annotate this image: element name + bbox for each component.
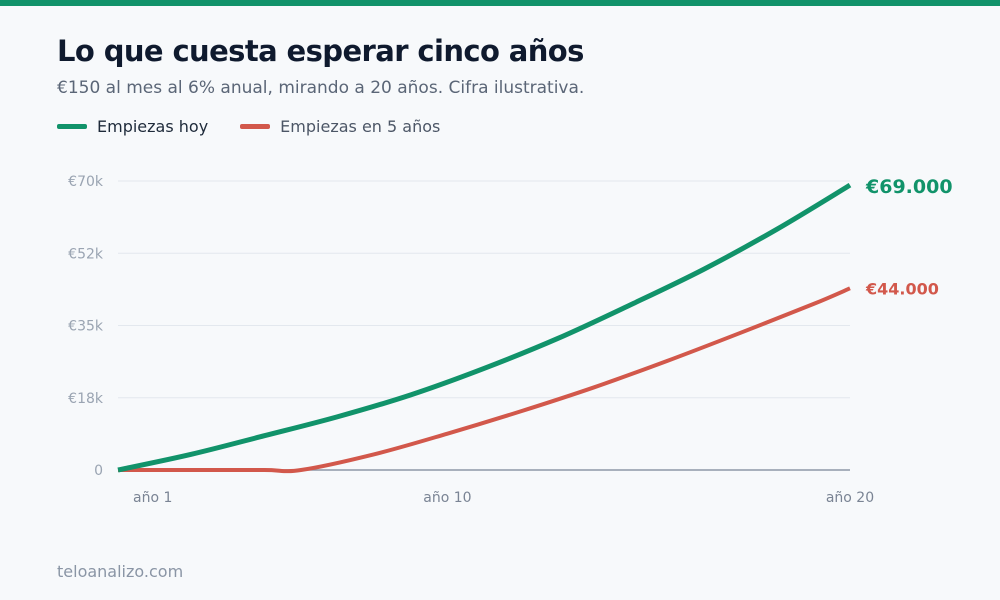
top-accent-bar (0, 0, 1000, 6)
legend: Empiezas hoy Empiezas en 5 años (57, 117, 440, 136)
series-line-empiezas-en-5-anos (118, 286, 851, 474)
series-line-empiezas-hoy (117, 182, 852, 473)
legend-item-empiezas-hoy: Empiezas hoy (57, 117, 208, 136)
chart-subtitle: €150 al mes al 6% anual, mirando a 20 añ… (57, 78, 585, 98)
end-label-empiezas-hoy: €69.000 (865, 176, 953, 198)
y-tick-label: €70k (68, 174, 104, 190)
y-tick-label: €52k (68, 246, 104, 262)
y-tick-label: €35k (68, 319, 104, 335)
x-tick-label: año 1 (133, 490, 172, 506)
footer-source: teloanalizo.com (57, 562, 184, 581)
chart-title: Lo que cuesta esperar cinco años (57, 34, 584, 68)
y-tick-label: €18k (68, 391, 104, 407)
legend-swatch-red (240, 124, 271, 129)
legend-label: Empiezas hoy (97, 117, 209, 136)
x-tick-label: año 10 (423, 490, 471, 506)
x-tick-label: año 20 (826, 490, 874, 506)
legend-item-empiezas-en-5-anos: Empiezas en 5 años (240, 117, 440, 136)
legend-swatch-green (57, 124, 87, 129)
y-tick-label: 0 (94, 463, 103, 479)
end-label-empiezas-en-5-anos: €44.000 (865, 279, 939, 298)
legend-label: Empiezas en 5 años (280, 117, 441, 136)
